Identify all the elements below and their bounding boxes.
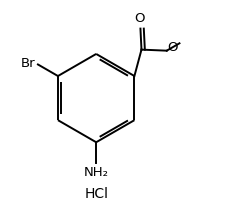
Text: HCl: HCl <box>84 187 108 201</box>
Text: O: O <box>134 12 144 25</box>
Text: NH₂: NH₂ <box>83 166 108 179</box>
Text: Br: Br <box>21 57 36 70</box>
Text: O: O <box>166 41 177 54</box>
